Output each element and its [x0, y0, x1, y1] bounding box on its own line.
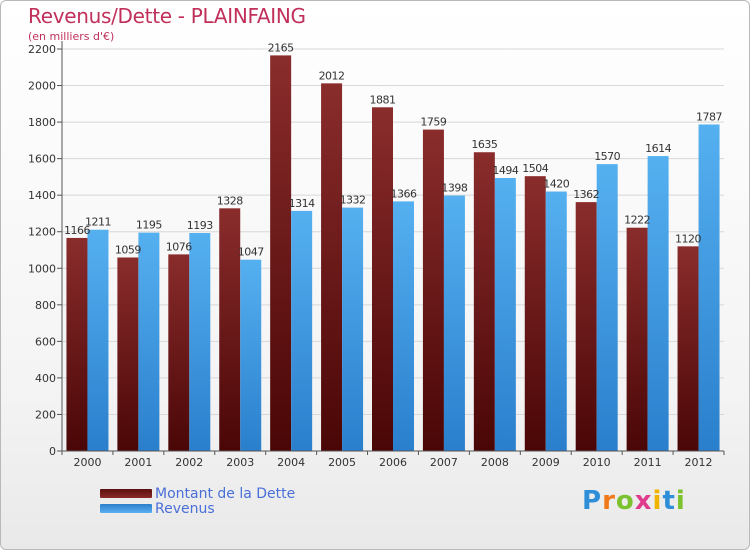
data-label: 1211 [85, 216, 111, 229]
y-tick-label: 2200 [28, 43, 56, 56]
bar-dette [677, 246, 699, 451]
y-tick-label: 200 [35, 408, 56, 421]
bar-revenus [393, 201, 414, 451]
bar-revenus [189, 233, 211, 451]
data-label: 1614 [645, 142, 671, 155]
bar-revenus [138, 232, 160, 451]
data-label: 1059 [115, 243, 141, 256]
data-label: 1366 [391, 187, 417, 200]
bar-revenus [342, 207, 364, 451]
x-tick-label: 2010 [583, 456, 611, 469]
logo-letter: x [634, 486, 653, 516]
data-label: 1787 [696, 110, 722, 123]
data-label: 1332 [340, 194, 366, 207]
logo-letter: i [652, 486, 663, 516]
x-tick-label: 2005 [328, 456, 356, 469]
data-label: 1328 [217, 194, 243, 207]
bar-dette [473, 152, 495, 451]
legend-entry-revenus: Revenus [100, 500, 295, 517]
bar-revenus [647, 156, 669, 451]
logo-letter: t [662, 486, 676, 516]
bar-revenus [87, 229, 109, 451]
legend-label-revenus: Revenus [155, 500, 215, 517]
bar-revenus [443, 195, 465, 451]
data-label: 1120 [675, 232, 701, 245]
y-tick-label: 400 [35, 372, 56, 385]
data-label: 1195 [136, 219, 162, 232]
proxiti-logo: Proxiti [582, 486, 686, 516]
y-tick-label: 800 [35, 299, 56, 312]
data-label: 1047 [238, 246, 264, 259]
legend: Montant de la Dette Revenus [100, 485, 296, 517]
x-tick-label: 2003 [226, 456, 254, 469]
data-label: 2012 [319, 69, 345, 82]
data-label: 1398 [441, 182, 467, 195]
bars [66, 55, 720, 452]
y-tick-label: 1000 [28, 262, 56, 275]
bar-revenus [596, 164, 618, 452]
bar-revenus [698, 124, 720, 451]
chart-subtitle: (en milliers d'€) [28, 30, 115, 43]
bar-dette [524, 176, 546, 452]
x-tick-label: 2004 [277, 456, 305, 469]
y-tick-label: 1400 [28, 189, 56, 202]
bar-dette [575, 202, 597, 451]
bar-revenus [291, 210, 313, 451]
data-label: 1166 [64, 224, 90, 237]
bar-dette [219, 208, 241, 451]
data-label: 1420 [543, 178, 569, 191]
data-label: 1635 [471, 138, 497, 151]
x-tick-label: 2000 [73, 456, 101, 469]
x-tick-label: 2002 [175, 456, 203, 469]
y-tick-label: 600 [35, 335, 56, 348]
legend-swatch-revenus [100, 504, 152, 513]
data-label: 1504 [522, 162, 548, 175]
bar-dette [168, 254, 190, 451]
bar-dette [321, 83, 343, 452]
logo-letter: o [615, 486, 635, 516]
x-tick-label: 2009 [532, 456, 560, 469]
bar-dette [66, 237, 88, 451]
x-tick-label: 2011 [634, 456, 662, 469]
logo-letter: P [582, 486, 603, 516]
bar-dette [117, 257, 139, 451]
bar-dette [422, 129, 444, 451]
bar-dette [372, 107, 393, 451]
bar-dette [270, 55, 292, 452]
legend-swatch-dette [100, 489, 152, 498]
data-label: 1881 [370, 93, 396, 106]
data-label: 1759 [420, 116, 446, 129]
data-label: 1193 [187, 219, 213, 232]
x-tick-label: 2008 [481, 456, 509, 469]
data-label: 1222 [624, 214, 650, 227]
y-tick-label: 1600 [28, 153, 56, 166]
data-label: 1076 [166, 240, 192, 253]
logo-letter: i [675, 486, 686, 516]
bar-revenus [545, 191, 567, 451]
y-tick-label: 0 [49, 445, 56, 458]
x-tick-label: 2006 [379, 456, 407, 469]
data-label: 1314 [289, 197, 315, 210]
y-tick-label: 1200 [28, 226, 56, 239]
axes: 0 200 400 600 800 1000 1200 1400 1600 1800 2000 220… [28, 41, 725, 469]
x-tick-label: 2007 [430, 456, 458, 469]
bar-dette [626, 227, 648, 451]
data-label: 2165 [268, 41, 294, 54]
legend-label-dette: Montant de la Dette [155, 485, 296, 502]
data-label: 1362 [573, 188, 599, 201]
bar-revenus [240, 259, 262, 451]
y-tick-label: 1800 [28, 116, 56, 129]
y-tick-label: 2000 [28, 80, 56, 93]
legend-entry-dette: Montant de la Dette [100, 485, 296, 502]
logo-letter: r [602, 486, 616, 516]
x-tick-label: 2012 [685, 456, 713, 469]
chart-title: Revenus/Dette - PLAINFAING [28, 4, 306, 28]
bar-revenus [494, 178, 516, 452]
data-label: 1494 [492, 164, 518, 177]
data-label: 1570 [594, 150, 620, 163]
x-tick-label: 2001 [124, 456, 152, 469]
